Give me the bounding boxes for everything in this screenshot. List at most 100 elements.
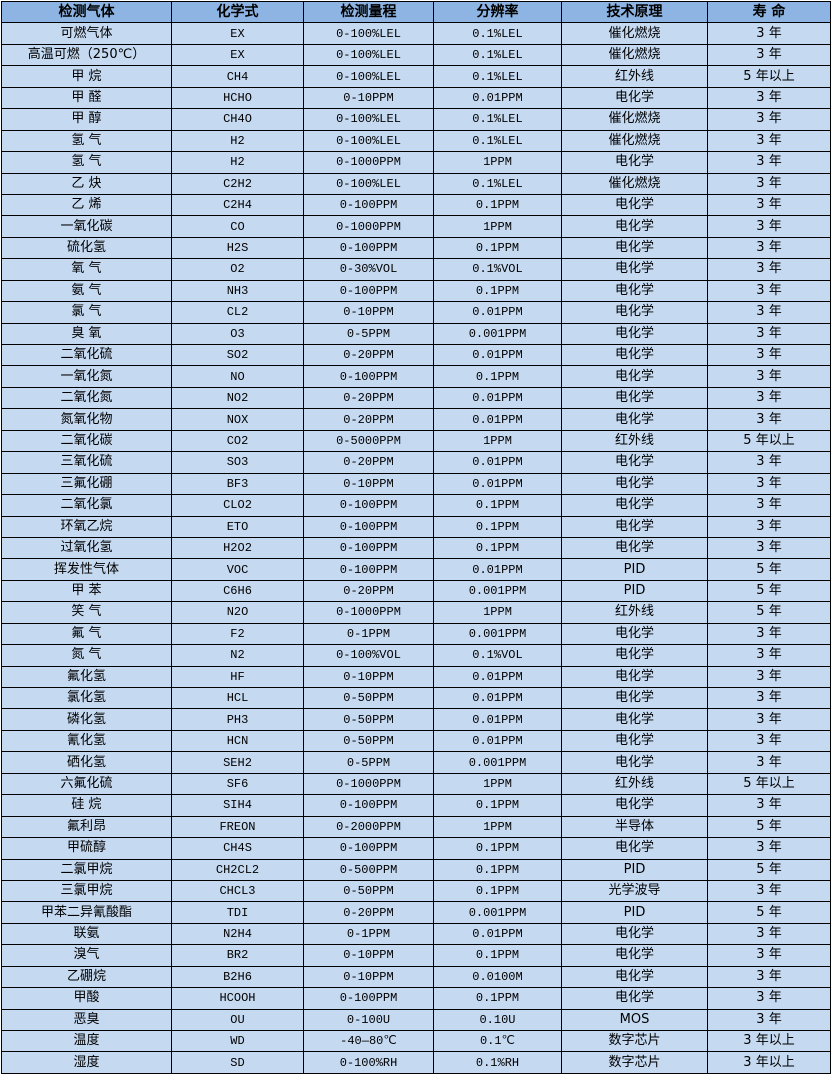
cell-resolution: 0.01PPM xyxy=(433,708,562,731)
cell-resolution: 0.01PPM xyxy=(433,386,562,410)
cell-lifespan: 3 年 xyxy=(707,515,831,538)
cell-formula: PH3 xyxy=(171,708,304,731)
cell-range: 0-100PPM xyxy=(303,515,434,538)
cell-range: 0-2000PPM xyxy=(303,815,434,839)
cell-formula: NO xyxy=(171,365,304,388)
cell-principle: 电化学 xyxy=(561,708,708,731)
cell-gas: 过氧化氢 xyxy=(1,536,172,560)
cell-gas: 氟化氢 xyxy=(1,665,172,689)
cell-principle: 电化学 xyxy=(561,215,708,238)
cell-principle: 电化学 xyxy=(561,258,708,281)
cell-gas: 二氧化氯 xyxy=(1,494,172,517)
cell-formula: B2H6 xyxy=(171,965,304,989)
cell-lifespan: 3 年 xyxy=(707,665,831,689)
cell-range: 0-5PPM xyxy=(303,751,434,774)
cell-lifespan: 3 年 xyxy=(707,108,831,131)
cell-resolution: 0.1%LEL xyxy=(433,65,562,88)
cell-resolution: 0.01PPM xyxy=(433,922,562,946)
cell-formula: WD xyxy=(171,1029,304,1053)
cell-range: 0-100PPM xyxy=(303,279,434,303)
cell-resolution: 0.001PPM xyxy=(433,622,562,646)
table-row: 环氧乙烷 ETO 0-100PPM 0.1PPM 电化学 3 年 xyxy=(1,515,831,538)
cell-range: 0-100PPM xyxy=(303,365,434,388)
cell-range: 0-20PPM xyxy=(303,901,434,924)
cell-range: 0-100%LEL xyxy=(303,43,434,67)
cell-lifespan: 3 年 xyxy=(707,279,831,303)
cell-range: 0-100%LEL xyxy=(303,172,434,195)
cell-lifespan: 3 年 xyxy=(707,408,831,431)
cell-formula: C2H4 xyxy=(171,193,304,217)
cell-principle: 电化学 xyxy=(561,494,708,517)
cell-range: -40—80℃ xyxy=(303,1029,434,1053)
cell-gas: 湿度 xyxy=(1,1051,172,1074)
table-row: 三氟化硼 BF3 0-10PPM 0.01PPM 电化学 3 年 xyxy=(1,472,831,496)
cell-resolution: 1PPM xyxy=(433,815,562,839)
cell-formula: SO3 xyxy=(171,451,304,474)
cell-formula: CHCL3 xyxy=(171,879,304,903)
cell-range: 0-10PPM xyxy=(303,472,434,496)
cell-formula: NOX xyxy=(171,408,304,431)
cell-range: 0-100%VOL xyxy=(303,644,434,667)
cell-formula: N2 xyxy=(171,644,304,667)
cell-gas: 二氧化碳 xyxy=(1,429,172,453)
cell-lifespan: 3 年 xyxy=(707,708,831,731)
cell-range: 0-10PPM xyxy=(303,301,434,324)
cell-formula: CH4O xyxy=(171,108,304,131)
cell-lifespan: 3 年 xyxy=(707,987,831,1010)
cell-principle: 电化学 xyxy=(561,729,708,753)
cell-formula: EX xyxy=(171,43,304,67)
cell-resolution: 0.1PPM xyxy=(433,944,562,967)
cell-range: 0-50PPM xyxy=(303,729,434,753)
cell-formula: NH3 xyxy=(171,279,304,303)
cell-formula: TDI xyxy=(171,901,304,924)
cell-formula: NO2 xyxy=(171,386,304,410)
cell-formula: O3 xyxy=(171,322,304,346)
cell-range: 0-500PPM xyxy=(303,858,434,881)
cell-range: 0-100PPM xyxy=(303,794,434,817)
cell-resolution: 0.10U xyxy=(433,1008,562,1032)
cell-resolution: 0.1PPM xyxy=(433,494,562,517)
cell-resolution: 0.01PPM xyxy=(433,665,562,689)
table-row: 湿度 SD 0-100%RH 0.1%RH 数字芯片 3 年以上 xyxy=(1,1051,831,1074)
header-formula: 化学式 xyxy=(171,0,304,24)
cell-formula: H2 xyxy=(171,129,304,153)
cell-resolution: 0.1℃ xyxy=(433,1029,562,1053)
cell-gas: 乙 烯 xyxy=(1,193,172,217)
cell-formula: HF xyxy=(171,665,304,689)
table-row: 硫化氢 H2S 0-100PPM 0.1PPM 电化学 3 年 xyxy=(1,236,831,260)
cell-formula: HCOOH xyxy=(171,987,304,1010)
cell-lifespan: 3 年以上 xyxy=(707,1029,831,1053)
table-row: 甲 醇 CH4O 0-100%LEL 0.1%LEL 催化燃烧 3 年 xyxy=(1,108,831,131)
cell-formula: C2H2 xyxy=(171,172,304,195)
cell-lifespan: 3 年 xyxy=(707,922,831,946)
table-row: 甲苯二异氰酸酯 TDI 0-20PPM 0.001PPM PID 5 年 xyxy=(1,901,831,924)
cell-lifespan: 3 年 xyxy=(707,43,831,67)
cell-lifespan: 3 年 xyxy=(707,386,831,410)
cell-gas: 氯 气 xyxy=(1,301,172,324)
cell-formula: CL2 xyxy=(171,301,304,324)
cell-gas: 一氧化碳 xyxy=(1,215,172,238)
cell-resolution: 0.1PPM xyxy=(433,365,562,388)
cell-gas: 氮氧化物 xyxy=(1,408,172,431)
cell-formula: HCHO xyxy=(171,86,304,110)
cell-range: 0-100PPM xyxy=(303,987,434,1010)
cell-principle: 电化学 xyxy=(561,644,708,667)
cell-formula: N2H4 xyxy=(171,922,304,946)
cell-principle: 电化学 xyxy=(561,279,708,303)
cell-formula: HCN xyxy=(171,729,304,753)
cell-principle: 电化学 xyxy=(561,922,708,946)
cell-gas: 氯化氢 xyxy=(1,686,172,710)
cell-range: 0-5000PPM xyxy=(303,429,434,453)
table-row: 氮氧化物 NOX 0-20PPM 0.01PPM 电化学 3 年 xyxy=(1,408,831,431)
cell-principle: 电化学 xyxy=(561,193,708,217)
table-row: 氢 气 H2 0-1000PPM 1PPM 电化学 3 年 xyxy=(1,151,831,174)
cell-principle: 电化学 xyxy=(561,236,708,260)
cell-gas: 甲硫醇 xyxy=(1,837,172,860)
cell-gas: 甲 醇 xyxy=(1,108,172,131)
table-row: 恶臭 OU 0-100U 0.10U MOS 3 年 xyxy=(1,1008,831,1032)
table-row: 二氧化碳 CO2 0-5000PPM 1PPM 红外线 5 年以上 xyxy=(1,429,831,453)
cell-gas: 笑 气 xyxy=(1,601,172,624)
table-row: 联氨 N2H4 0-1PPM 0.01PPM 电化学 3 年 xyxy=(1,922,831,946)
header-lifespan: 寿 命 xyxy=(707,0,831,24)
cell-lifespan: 3 年 xyxy=(707,236,831,260)
